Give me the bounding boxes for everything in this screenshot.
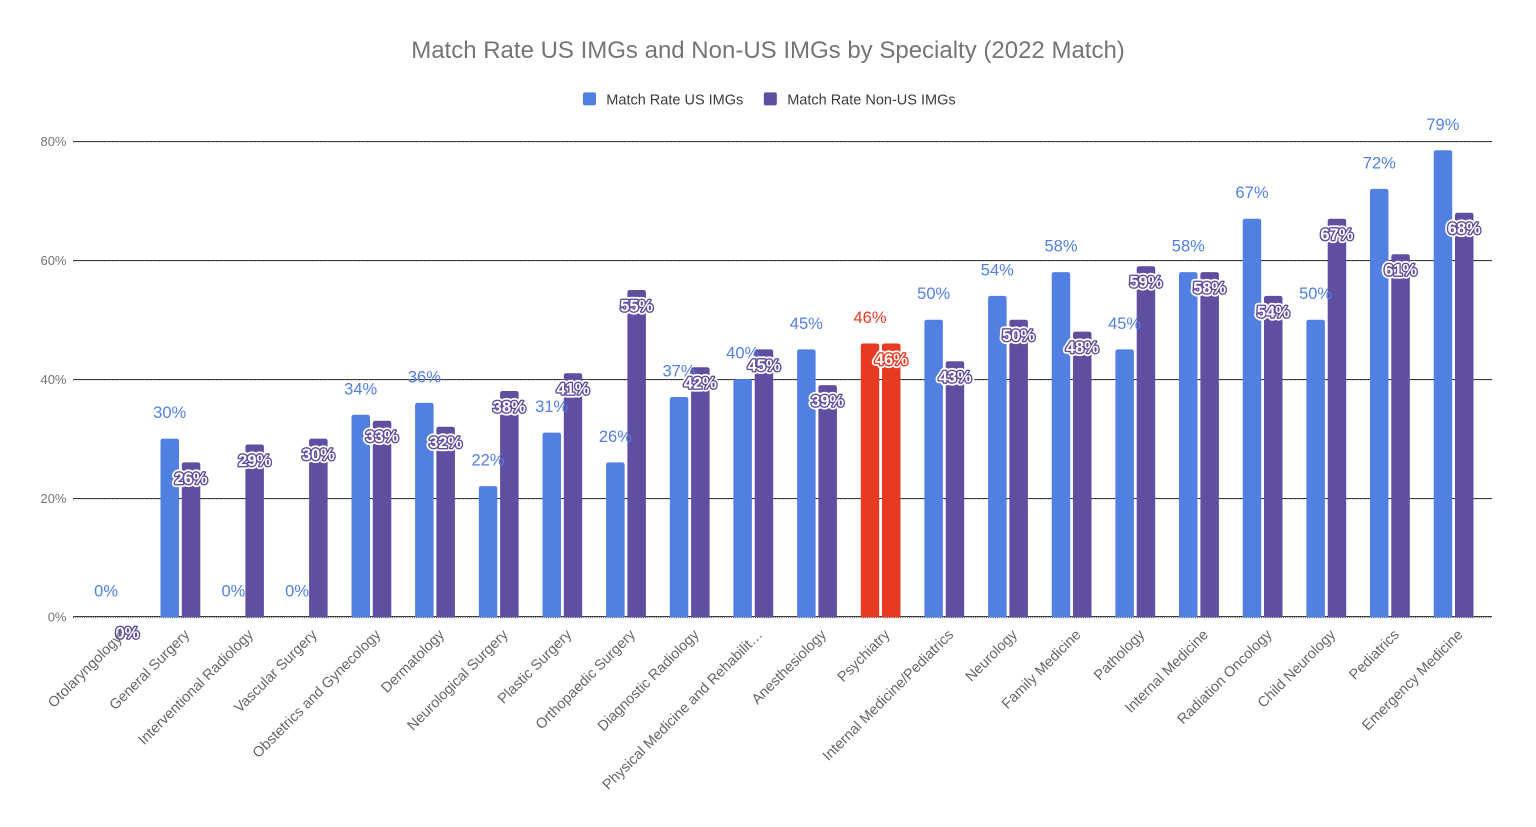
svg-text:30%: 30% bbox=[302, 446, 335, 464]
svg-text:0%: 0% bbox=[115, 624, 139, 642]
svg-text:37%: 37% bbox=[662, 363, 695, 381]
svg-text:29%: 29% bbox=[238, 452, 271, 470]
svg-text:33%: 33% bbox=[365, 428, 398, 446]
svg-text:34%: 34% bbox=[344, 380, 377, 398]
svg-text:22%: 22% bbox=[471, 452, 504, 470]
svg-text:41%: 41% bbox=[556, 381, 589, 399]
svg-text:50%: 50% bbox=[1299, 285, 1332, 303]
svg-text:58%: 58% bbox=[1193, 280, 1226, 298]
svg-text:61%: 61% bbox=[1384, 262, 1417, 280]
svg-text:43%: 43% bbox=[938, 369, 971, 387]
svg-text:32%: 32% bbox=[429, 434, 462, 452]
svg-text:45%: 45% bbox=[747, 357, 780, 375]
svg-text:38%: 38% bbox=[493, 398, 526, 416]
svg-text:39%: 39% bbox=[811, 393, 844, 411]
svg-text:58%: 58% bbox=[1193, 280, 1226, 298]
svg-text:48%: 48% bbox=[1066, 339, 1099, 357]
svg-text:42%: 42% bbox=[684, 375, 717, 393]
svg-text:Match Rate US IMGs: Match Rate US IMGs bbox=[606, 93, 743, 109]
svg-text:45%: 45% bbox=[790, 315, 823, 333]
svg-text:50%: 50% bbox=[1002, 327, 1035, 345]
svg-text:55%: 55% bbox=[620, 297, 653, 315]
svg-text:55%: 55% bbox=[620, 297, 653, 315]
svg-text:61%: 61% bbox=[1384, 262, 1417, 280]
svg-text:42%: 42% bbox=[684, 375, 717, 393]
svg-text:54%: 54% bbox=[1257, 303, 1290, 321]
svg-text:39%: 39% bbox=[811, 393, 844, 411]
svg-text:41%: 41% bbox=[556, 381, 589, 399]
svg-text:40%: 40% bbox=[40, 372, 66, 387]
svg-text:29%: 29% bbox=[238, 452, 271, 470]
svg-text:50%: 50% bbox=[917, 285, 950, 303]
svg-text:67%: 67% bbox=[1235, 184, 1268, 202]
svg-text:54%: 54% bbox=[981, 261, 1014, 279]
svg-text:67%: 67% bbox=[1320, 226, 1353, 244]
svg-text:46%: 46% bbox=[853, 309, 886, 327]
svg-text:Match Rate US IMGs and Non-US: Match Rate US IMGs and Non-US IMGs by Sp… bbox=[411, 37, 1125, 64]
svg-text:36%: 36% bbox=[408, 368, 441, 386]
svg-text:58%: 58% bbox=[1172, 238, 1205, 256]
svg-text:72%: 72% bbox=[1363, 154, 1396, 172]
svg-text:38%: 38% bbox=[493, 398, 526, 416]
svg-text:26%: 26% bbox=[599, 428, 632, 446]
svg-text:79%: 79% bbox=[1426, 116, 1459, 134]
svg-text:43%: 43% bbox=[938, 369, 971, 387]
svg-text:60%: 60% bbox=[40, 253, 66, 268]
svg-text:50%: 50% bbox=[1002, 327, 1035, 345]
svg-text:45%: 45% bbox=[747, 357, 780, 375]
svg-text:30%: 30% bbox=[153, 404, 186, 422]
svg-text:33%: 33% bbox=[365, 428, 398, 446]
svg-text:20%: 20% bbox=[40, 491, 66, 506]
svg-text:26%: 26% bbox=[174, 470, 207, 488]
svg-text:80%: 80% bbox=[40, 134, 66, 149]
svg-text:31%: 31% bbox=[535, 398, 568, 416]
svg-text:0%: 0% bbox=[48, 610, 67, 625]
svg-text:54%: 54% bbox=[1257, 303, 1290, 321]
svg-text:Match Rate Non-US IMGs: Match Rate Non-US IMGs bbox=[787, 93, 955, 109]
svg-text:32%: 32% bbox=[429, 434, 462, 452]
svg-text:26%: 26% bbox=[174, 470, 207, 488]
svg-text:58%: 58% bbox=[1044, 238, 1077, 256]
svg-text:0%: 0% bbox=[285, 582, 309, 600]
svg-text:59%: 59% bbox=[1129, 274, 1162, 292]
svg-text:0%: 0% bbox=[115, 624, 139, 642]
svg-text:30%: 30% bbox=[302, 446, 335, 464]
svg-text:0%: 0% bbox=[221, 582, 245, 600]
svg-text:67%: 67% bbox=[1320, 226, 1353, 244]
svg-text:68%: 68% bbox=[1448, 220, 1481, 238]
svg-text:46%: 46% bbox=[875, 351, 908, 369]
svg-text:40%: 40% bbox=[726, 345, 759, 363]
svg-text:45%: 45% bbox=[1108, 315, 1141, 333]
svg-text:59%: 59% bbox=[1129, 274, 1162, 292]
svg-text:46%: 46% bbox=[875, 351, 908, 369]
svg-text:48%: 48% bbox=[1066, 339, 1099, 357]
svg-text:68%: 68% bbox=[1448, 220, 1481, 238]
svg-text:0%: 0% bbox=[94, 582, 118, 600]
